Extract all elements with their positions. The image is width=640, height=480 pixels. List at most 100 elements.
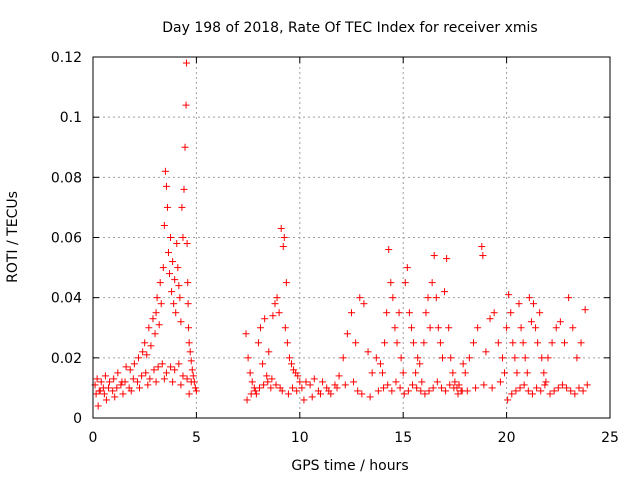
data-point: [282, 279, 290, 287]
data-point: [257, 324, 265, 332]
data-point: [157, 300, 165, 308]
data-point: [383, 309, 391, 317]
data-point: [381, 339, 389, 347]
data-point: [405, 309, 413, 317]
data-point: [168, 288, 176, 296]
data-point: [520, 381, 528, 389]
data-point: [490, 309, 498, 317]
data-point: [509, 339, 517, 347]
data-point: [283, 339, 291, 347]
data-point: [167, 234, 175, 241]
data-point: [542, 378, 550, 386]
data-point: [185, 390, 193, 398]
data-point: [478, 243, 486, 251]
data-point: [552, 324, 560, 332]
data-point: [187, 357, 195, 365]
data-point: [567, 387, 575, 395]
chart-title: Day 198 of 2018, Rate Of TEC Index for r…: [162, 20, 537, 36]
data-point: [181, 143, 189, 151]
data-point: [189, 372, 197, 380]
data-point: [550, 387, 558, 395]
x-tick-label: 0: [89, 430, 98, 446]
data-point: [503, 324, 511, 332]
data-point: [293, 387, 301, 395]
data-point: [143, 351, 151, 359]
data-point: [380, 384, 388, 392]
data-point: [294, 372, 302, 380]
data-point: [178, 203, 186, 211]
data-point: [105, 384, 113, 392]
data-point: [388, 387, 396, 395]
data-point: [273, 294, 281, 302]
data-point: [436, 339, 444, 347]
data-point: [573, 354, 581, 362]
y-tick-labels: 0 0.02 0.04 0.06 0.08 0.1 0.12: [51, 50, 82, 427]
plot-frame: [92, 56, 611, 419]
data-point: [426, 324, 434, 332]
data-point: [422, 309, 430, 317]
data-point: [395, 309, 403, 317]
data-point: [534, 339, 542, 347]
data-point: [536, 309, 544, 317]
data-point: [575, 384, 583, 392]
data-point: [579, 387, 587, 395]
data-point: [504, 396, 512, 404]
data-point: [335, 372, 343, 380]
data-point: [479, 252, 487, 260]
data-point: [540, 369, 548, 377]
data-point: [417, 387, 425, 395]
data-point: [496, 378, 504, 386]
data-point: [106, 378, 114, 386]
data-point: [302, 378, 310, 386]
data-point: [459, 360, 467, 368]
data-point: [139, 348, 147, 356]
data-point: [441, 288, 449, 296]
data-point: [511, 354, 519, 362]
data-point: [136, 384, 144, 392]
data-point: [192, 387, 200, 395]
data-point: [432, 294, 440, 302]
data-point: [325, 387, 333, 395]
data-point: [296, 378, 304, 386]
data-point: [392, 378, 400, 386]
data-point: [581, 306, 589, 314]
data-point: [465, 354, 473, 362]
data-point: [428, 279, 436, 287]
data-point: [354, 387, 362, 395]
data-point: [147, 342, 155, 350]
data-point: [410, 339, 418, 347]
data-point: [319, 378, 327, 386]
data-point: [524, 387, 532, 395]
data-point: [277, 224, 285, 232]
data-point: [184, 300, 192, 308]
data-point: [246, 369, 254, 377]
data-point: [133, 378, 141, 386]
data-point: [151, 330, 159, 338]
data-point: [121, 378, 129, 386]
data-point: [260, 381, 268, 389]
data-point: [154, 363, 162, 371]
data-point: [474, 324, 482, 332]
data-point: [563, 384, 571, 392]
data-point: [281, 324, 289, 332]
data-point: [366, 393, 374, 401]
y-tick-label: 0.08: [51, 170, 82, 186]
data-point: [171, 276, 179, 284]
data-point: [191, 384, 199, 392]
data-point: [449, 369, 457, 377]
data-point: [145, 324, 153, 332]
data-point: [159, 264, 167, 272]
data-point: [97, 378, 105, 386]
data-point: [387, 279, 395, 287]
data-point: [364, 348, 372, 356]
x-tick-label: 25: [601, 430, 619, 446]
data-point: [519, 339, 527, 347]
data-point: [185, 324, 193, 332]
data-point: [425, 387, 433, 395]
data-point: [356, 294, 364, 302]
data-point: [516, 384, 524, 392]
data-point: [372, 354, 380, 362]
data-point: [316, 390, 324, 398]
data-point: [111, 393, 119, 401]
data-point: [308, 393, 316, 401]
